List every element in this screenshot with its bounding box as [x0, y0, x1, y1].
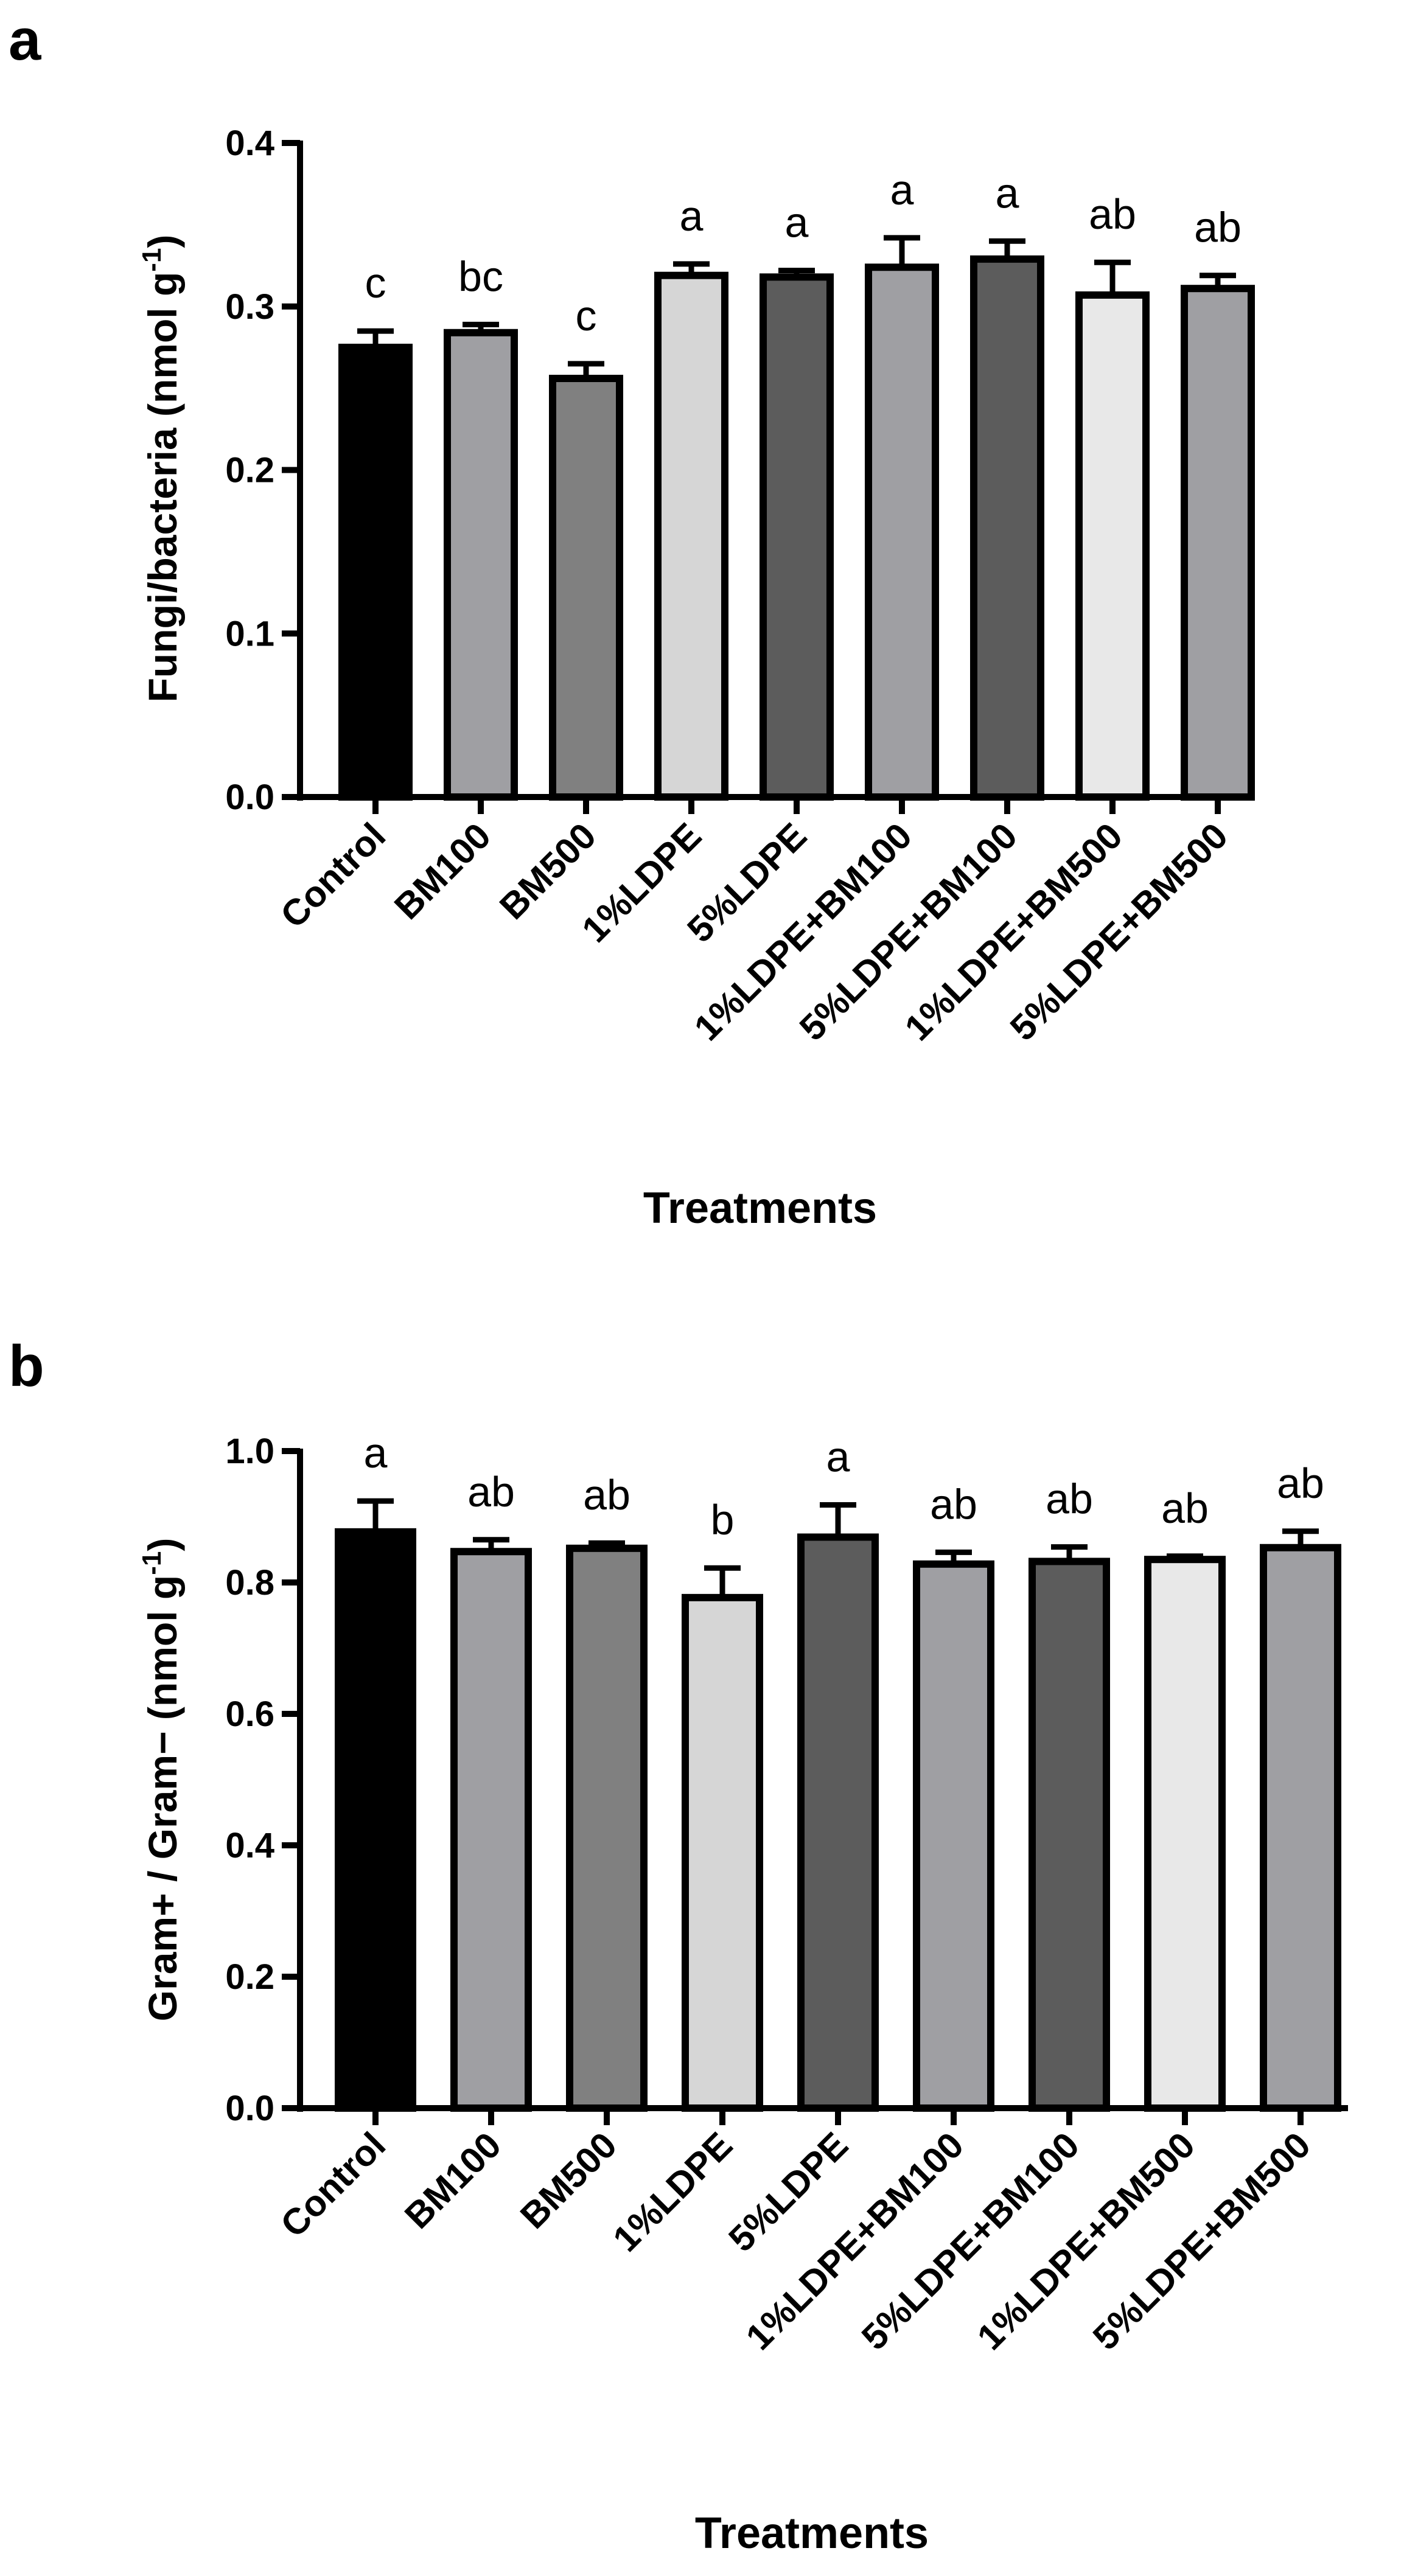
chart-b-significance-label-3: ab [583, 1471, 630, 1519]
chart-b-category-label-4: 1%LDPE [605, 2125, 740, 2260]
chart-b-category-label-1: Control [273, 2125, 393, 2245]
chart-b-significance-label-5: a [826, 1433, 850, 1481]
chart-a-significance-label-5: a [785, 199, 809, 246]
chart-a-y-tick-label-4: 0.3 [225, 287, 274, 327]
panel-label-b: b [9, 1334, 44, 1399]
chart-b-significance-label-6: ab [930, 1480, 977, 1528]
chart-a-y-axis-title-text: Fungi/bacteria (nmol g [140, 272, 185, 703]
chart-b-significance-label-4: b [711, 1496, 735, 1544]
chart-b-bar-1 [335, 1528, 416, 2112]
chart-a-y-tick-label-1: 0.0 [225, 778, 274, 817]
chart-b-bar-5 [797, 1533, 879, 2112]
chart-b-y-axis-title: Gram+ / Gram− (nmol g-1) [137, 1538, 185, 2022]
chart-a-significance-label-4: a [680, 192, 704, 240]
chart-b-category-label-7: 5%LDPE+BM100 [854, 2125, 1087, 2358]
chart-b-y-tick-label-4: 0.6 [225, 1694, 274, 1734]
chart-a-significance-label-1: c [365, 259, 386, 307]
chart-a-bar-9 [1181, 285, 1255, 801]
chart-a-x-axis-title: Treatments [643, 1184, 877, 1233]
chart-a-significance-label-2: bc [458, 252, 503, 300]
chart-a-significance-label-7: a [996, 169, 1019, 217]
chart-a-significance-label-3: c [576, 292, 597, 339]
chart-b-significance-label-1: a [364, 1429, 388, 1477]
chart-b-bar-8 [1144, 1556, 1226, 2112]
chart-a-y-tick-label-2: 0.1 [225, 614, 274, 653]
chart-a-significance-label-6: a [890, 166, 914, 214]
chart-b-y-axis-title-superscript: -1 [137, 1551, 167, 1575]
chart-b-category-label-3: BM500 [512, 2125, 624, 2237]
chart-b-bar-3 [566, 1544, 648, 2112]
chart-a-y-axis-title-close: ) [140, 235, 185, 248]
chart-a-category-label-1: Control [273, 815, 393, 936]
chart-a-bar-1 [338, 343, 413, 801]
chart-b-bar-2 [450, 1548, 532, 2112]
chart-b-x-axis-title: Treatments [695, 2509, 929, 2558]
chart-b-category-label-6: 1%LDPE+BM100 [738, 2125, 971, 2358]
chart-b: a ab ab b a ab ab ab ab 0.0 0.2 0.4 0.6 0.8 1.0 Control… [137, 1429, 1348, 2558]
chart-b-y-axis-title-close: ) [140, 1538, 185, 1551]
chart-b-bar-9 [1260, 1544, 1341, 2112]
chart-b-bar-7 [1029, 1558, 1110, 2112]
chart-a-significance-label-8: ab [1089, 190, 1136, 238]
chart-a-significance-label-9: ab [1194, 204, 1242, 251]
chart-a-bar-5 [760, 273, 834, 801]
chart-b-y-axis-title-text: Gram+ / Gram− (nmol g [140, 1575, 185, 2022]
chart-a-y-axis-title-superscript: -1 [137, 248, 167, 272]
chart-a-bar-7 [970, 255, 1044, 801]
chart-b-significance-label-9: ab [1277, 1460, 1324, 1507]
panel-label-a: a [9, 7, 41, 72]
chart-a-y-tick-label-5: 0.4 [225, 124, 274, 163]
chart-b-significance-label-8: ab [1161, 1485, 1209, 1532]
chart-a-bar-6 [865, 263, 939, 801]
chart-a-y-axis-title: Fungi/bacteria (nmol g-1) [137, 235, 185, 703]
chart-b-y-tick-label-1: 0.0 [225, 2089, 274, 2128]
chart-a-bar-8 [1075, 291, 1150, 801]
chart-a-bar-4 [654, 271, 728, 801]
chart-b-category-label-9: 5%LDPE+BM500 [1085, 2125, 1318, 2358]
chart-b-category-label-2: BM100 [397, 2125, 509, 2237]
chart-a-category-label-2: BM100 [386, 815, 498, 927]
chart-b-y-tick-label-5: 0.8 [225, 1563, 274, 1603]
chart-b-y-tick-label-2: 0.2 [225, 1957, 274, 1997]
chart-a-y-tick-label-3: 0.2 [225, 451, 274, 490]
chart-a-bar-3 [549, 375, 623, 801]
chart-b-bar-4 [682, 1593, 763, 2112]
chart-b-category-label-8: 1%LDPE+BM500 [969, 2125, 1203, 2358]
chart-b-significance-label-7: ab [1046, 1475, 1093, 1523]
chart-b-y-tick-label-3: 0.4 [225, 1826, 274, 1865]
chart-b-bar-6 [913, 1560, 994, 2112]
chart-b-y-tick-label-6: 1.0 [225, 1432, 274, 1471]
chart-a-bar-2 [444, 329, 518, 801]
chart-b-significance-label-2: ab [467, 1468, 515, 1516]
